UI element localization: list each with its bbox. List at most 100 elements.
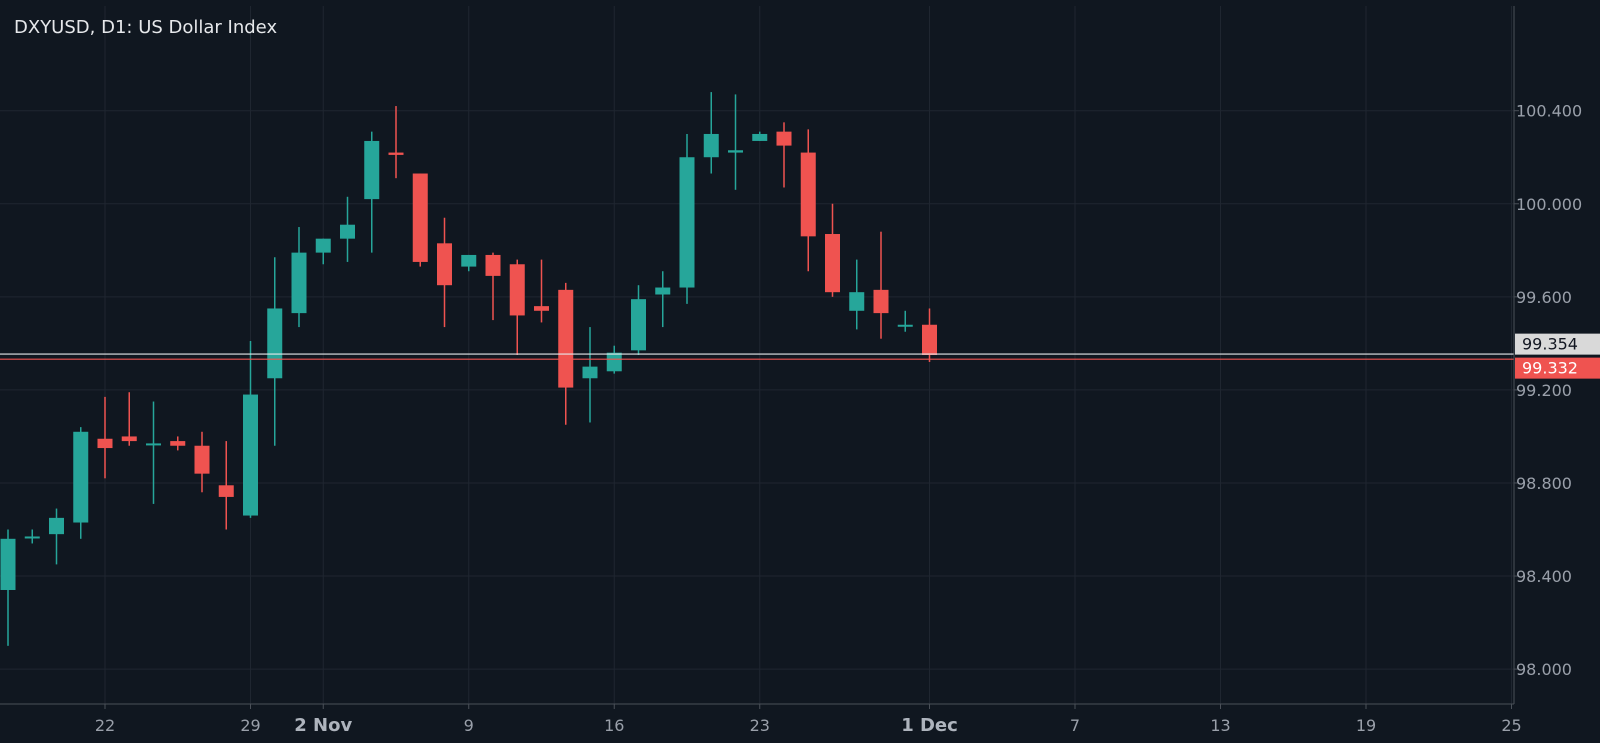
candle-up — [728, 94, 743, 190]
x-tick-label: 2 Nov — [294, 715, 352, 736]
y-tick-label: 100.000 — [1516, 195, 1582, 214]
candle-body — [509, 264, 525, 316]
candle-down — [922, 308, 937, 362]
candle-body — [776, 131, 792, 146]
candle-body — [412, 173, 428, 262]
candle-up — [582, 327, 598, 423]
candle-up — [340, 196, 355, 262]
candle-body — [922, 324, 937, 355]
price-label-badge — [1515, 333, 1600, 355]
candle-body — [315, 238, 331, 253]
y-tick-label: 99.200 — [1516, 381, 1572, 400]
candle-body — [461, 254, 477, 267]
time-axis[interactable]: 22 29 2 Nov 9 16 23 1 Dec 7 13 19 25 — [0, 703, 1522, 736]
candle-down — [509, 259, 525, 355]
candle-down — [170, 436, 186, 451]
candle-down — [485, 252, 501, 321]
candle-body — [0, 538, 16, 590]
candle-body — [655, 287, 671, 295]
candle-body — [582, 366, 598, 379]
candle-down — [873, 231, 889, 339]
candle-down — [776, 122, 792, 188]
grid-lines — [0, 6, 1514, 704]
candle-up — [703, 92, 719, 174]
candle-body — [121, 436, 137, 442]
x-tick-label: 1 Dec — [901, 715, 958, 736]
candle-down — [437, 217, 452, 328]
x-tick-label: 19 — [1356, 716, 1376, 735]
candle-down — [97, 396, 113, 479]
candle-body — [873, 289, 889, 314]
candle-up — [655, 271, 671, 328]
candle-up — [897, 310, 913, 332]
candle-body — [485, 254, 501, 276]
candle-up — [679, 133, 695, 304]
candle-body — [218, 485, 234, 497]
candle-body — [897, 324, 913, 327]
candle-down — [121, 392, 137, 446]
candle-body — [49, 517, 64, 535]
x-tick-label: 23 — [750, 716, 770, 735]
candle-down — [194, 431, 210, 493]
candle-body — [679, 157, 695, 288]
candle-body — [388, 152, 404, 155]
candle-down — [218, 441, 234, 530]
candle-body — [558, 289, 574, 388]
candle-body — [534, 306, 549, 311]
candle-up — [0, 529, 16, 646]
candle-body — [97, 438, 113, 449]
candle-up — [243, 341, 258, 518]
candle-up — [24, 529, 40, 544]
candle-down — [800, 129, 816, 272]
candle-body — [825, 234, 840, 293]
x-tick-label: 16 — [604, 716, 624, 735]
candle-body — [849, 292, 865, 311]
candle-body — [24, 536, 40, 539]
price-label-badge — [1515, 357, 1600, 379]
candle-up — [849, 259, 865, 330]
chart-title: DXYUSD, D1: US Dollar Index — [14, 17, 278, 38]
candle-down — [534, 259, 549, 323]
candle-body — [752, 133, 768, 141]
price-label: 99.332 — [1522, 359, 1578, 378]
price-lines: 99.354 99.332 — [0, 333, 1600, 379]
candle-body — [243, 394, 258, 516]
candle-body — [340, 224, 355, 239]
candle-body — [73, 431, 89, 523]
candle-body — [170, 441, 186, 446]
candle-up — [73, 427, 89, 539]
x-tick-label: 13 — [1210, 716, 1230, 735]
x-tick-label: 9 — [464, 716, 474, 735]
y-tick-label: 100.400 — [1516, 102, 1582, 121]
y-tick-label: 98.800 — [1516, 474, 1572, 493]
candle-body — [146, 443, 161, 446]
candle-down — [412, 173, 428, 267]
candle-up — [364, 131, 380, 253]
candles — [0, 92, 937, 646]
candle-body — [631, 299, 646, 351]
candle-up — [291, 227, 307, 328]
candle-body — [728, 150, 743, 153]
y-tick-label: 98.000 — [1516, 660, 1572, 679]
price-label: 99.354 — [1522, 335, 1578, 354]
candle-body — [703, 133, 719, 158]
candle-body — [364, 140, 380, 200]
candle-body — [194, 445, 210, 474]
candle-up — [267, 257, 283, 446]
candle-down — [388, 106, 404, 179]
candle-up — [315, 238, 331, 265]
candle-body — [267, 308, 283, 379]
candle-down — [825, 203, 840, 297]
candle-body — [437, 243, 452, 286]
candle-up — [631, 285, 646, 355]
y-tick-label: 98.400 — [1516, 567, 1572, 586]
price-axis[interactable]: 98.000 98.400 98.800 99.200 99.600 100.000 100… — [1513, 6, 1582, 704]
candle-body — [606, 352, 622, 372]
candle-body — [291, 252, 307, 314]
candle-up — [146, 401, 161, 504]
x-tick-label: 7 — [1070, 716, 1080, 735]
x-tick-label: 25 — [1501, 716, 1521, 735]
x-tick-label: 29 — [240, 716, 260, 735]
candle-up — [461, 254, 477, 272]
